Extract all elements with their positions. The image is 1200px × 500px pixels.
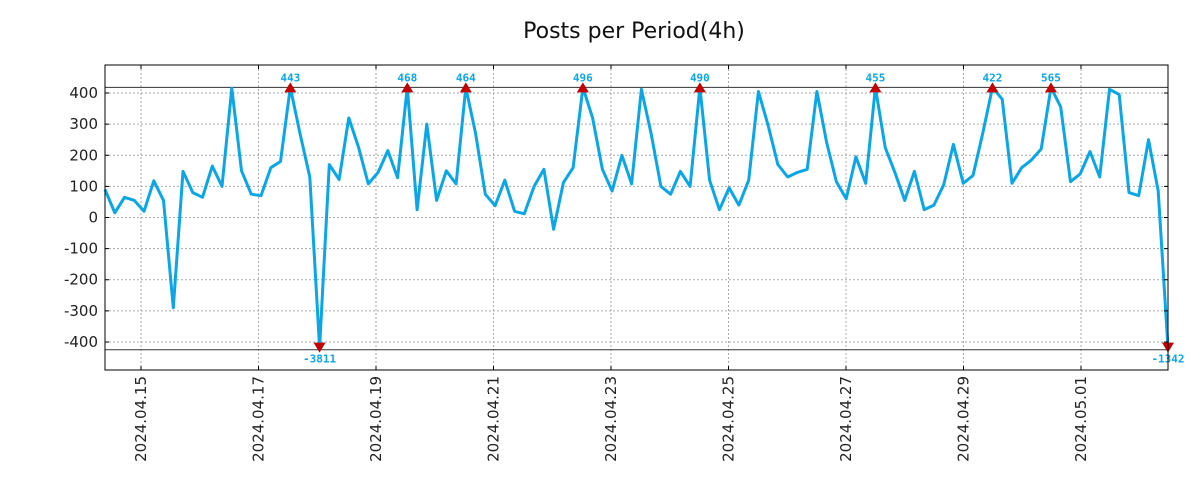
x-tick-label: 2024.04.23 [602, 376, 620, 462]
peak-label: 455 [865, 71, 885, 84]
series-layer [103, 85, 1170, 350]
peak-label: 468 [397, 71, 417, 84]
x-tick-label: 2024.04.19 [367, 376, 385, 462]
grid [105, 65, 1168, 370]
peak-marker [869, 82, 882, 93]
x-tick-label: 2024.05.01 [1072, 376, 1090, 462]
peak-label: 422 [983, 71, 1003, 84]
y-tick-label: 400 [69, 84, 98, 102]
x-tick-label: 2024.04.21 [485, 376, 503, 462]
x-axis-ticks: 2024.04.15 2024.04.17 2024.04.19 2024.04.21… [132, 65, 1090, 462]
peak-marker [401, 82, 414, 93]
x-tick-label: 2024.04.15 [132, 376, 150, 462]
plot-frame [104, 64, 1169, 371]
y-tick-label: -400 [64, 333, 98, 351]
y-tick-label: 0 [88, 209, 98, 227]
peak-marker [284, 82, 297, 93]
y-tick-label: -300 [64, 302, 98, 320]
posts-series-line [103, 85, 1170, 350]
chart-title: Posts per Period(4h) [523, 19, 745, 44]
peak-marker [693, 82, 706, 93]
peak-marker [1044, 82, 1057, 93]
y-tick-label: -100 [64, 240, 98, 258]
trough-label: -3811 [303, 353, 336, 366]
peak-label: 496 [573, 71, 593, 84]
peak-label: 565 [1041, 71, 1061, 84]
trough-marker [313, 342, 326, 353]
peak-label: 490 [690, 71, 710, 84]
x-tick-label: 2024.04.17 [250, 376, 268, 462]
peak-label: 443 [280, 71, 300, 84]
y-axis-ticks: 400 300 200 100 0 -100 -200 -300 -400 [64, 84, 1168, 351]
y-tick-label: -200 [64, 271, 98, 289]
peak-marker [576, 82, 589, 93]
y-tick-label: 100 [69, 177, 98, 195]
peak-marker [459, 82, 472, 93]
y-tick-label: 300 [69, 115, 98, 133]
x-tick-label: 2024.04.25 [720, 376, 738, 462]
peak-marker [986, 82, 999, 93]
y-tick-label: 200 [69, 146, 98, 164]
x-tick-label: 2024.04.29 [955, 376, 973, 462]
x-tick-label: 2024.04.27 [837, 376, 855, 462]
peak-label: 464 [456, 71, 476, 84]
